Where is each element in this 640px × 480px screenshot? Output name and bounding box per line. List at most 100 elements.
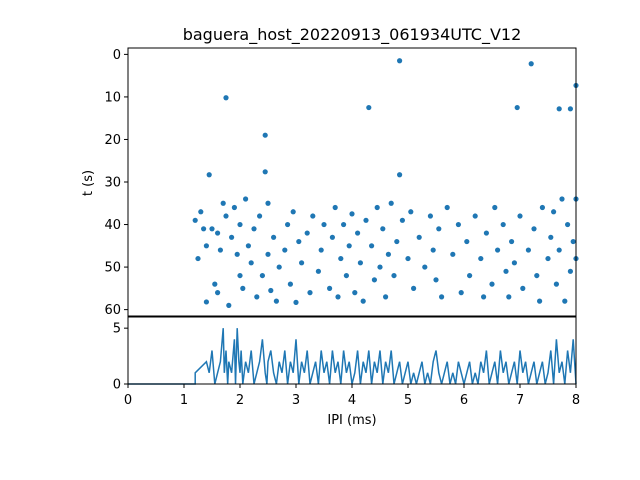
scatter-point (391, 272, 397, 279)
scatter-point (203, 243, 209, 249)
scatter-point (525, 247, 532, 253)
scatter-point (262, 132, 268, 138)
x-tick-label: 6 (460, 393, 468, 408)
scatter-point (231, 204, 237, 211)
scatter-point (276, 264, 282, 270)
scatter-point (343, 272, 349, 279)
scatter-point (215, 230, 221, 236)
scatter-point (385, 251, 391, 257)
scatter-point (397, 58, 403, 64)
scatter-point (511, 260, 517, 266)
scatter-point (212, 281, 218, 287)
scatter-point (366, 104, 372, 111)
scatter-point (495, 247, 501, 253)
scatter-point (567, 106, 574, 112)
scatter-point (394, 238, 400, 245)
x-tick-label: 5 (404, 393, 412, 408)
scatter-point (520, 285, 526, 291)
scatter-point (265, 200, 271, 206)
scatter-point (481, 294, 487, 300)
top-y-axis-label: t (s) (81, 170, 96, 196)
y-tick-label: 60 (104, 303, 121, 318)
x-axis-label: IPI (ms) (327, 413, 376, 428)
scatter-point (570, 238, 576, 245)
scatter-point (271, 234, 277, 240)
scatter-point (455, 221, 461, 228)
scatter-point (436, 226, 442, 232)
scatter-point (285, 221, 291, 228)
scatter-point (545, 255, 551, 262)
scatter-point (483, 230, 489, 236)
scatter-point (290, 209, 296, 215)
scatter-point (248, 260, 254, 266)
scatter-point (565, 221, 571, 228)
y-tick-label: 50 (104, 261, 121, 276)
scatter-point (321, 221, 327, 228)
scatter-point (259, 272, 265, 279)
scatter-point (397, 172, 403, 178)
scatter-point (562, 298, 568, 304)
scatter-point (332, 204, 338, 211)
bottom-x-ticks: 0 1 2 3 4 5 6 7 8 (124, 384, 580, 408)
scatter-point (304, 230, 310, 236)
scatter-points (192, 58, 579, 308)
scatter-point (551, 209, 557, 215)
scatter-point (254, 294, 260, 300)
chart-title: baguera_host_20220913_061934UTC_V12 (183, 25, 522, 45)
scatter-point (450, 251, 456, 257)
scatter-point (489, 281, 495, 287)
scatter-point (422, 264, 428, 270)
scatter-point (567, 268, 574, 274)
scatter-point (206, 172, 212, 178)
scatter-point (315, 268, 321, 274)
scatter-point (310, 213, 316, 219)
y-tick-label: 5 (113, 322, 121, 337)
scatter-point (268, 287, 274, 294)
scatter-point (257, 213, 263, 219)
y-tick-label: 0 (113, 378, 121, 393)
x-tick-label: 4 (348, 393, 356, 408)
scatter-point (380, 226, 386, 232)
scatter-point (262, 169, 268, 175)
scatter-point (430, 247, 436, 253)
scatter-point (251, 226, 257, 232)
scatter-point (341, 221, 347, 228)
scatter-point (349, 211, 355, 217)
y-tick-label: 30 (104, 176, 121, 191)
scatter-point (355, 230, 361, 236)
x-tick-label: 1 (180, 393, 188, 408)
bottom-y-ticks: 05 (113, 322, 128, 393)
scatter-point (198, 209, 204, 215)
y-tick-label: 10 (104, 90, 121, 105)
scatter-point (509, 238, 515, 245)
scatter-point (234, 251, 240, 257)
y-tick-label: 40 (104, 218, 121, 233)
scatter-panel: 0 10 20 30 40 50 60 (104, 47, 579, 318)
scatter-point (548, 234, 554, 240)
scatter-point (517, 213, 523, 219)
scatter-point (371, 277, 377, 283)
scatter-point (363, 217, 369, 223)
scatter-point (335, 294, 341, 300)
scatter-point (296, 238, 302, 245)
scatter-point (427, 213, 433, 219)
scatter-point (318, 247, 324, 253)
x-tick-label: 3 (292, 393, 300, 408)
scatter-point (243, 196, 249, 202)
scatter-point (539, 204, 546, 211)
scatter-point (528, 61, 534, 67)
scatter-point (416, 234, 422, 240)
scatter-point (478, 255, 484, 262)
scatter-point (559, 196, 565, 202)
scatter-point (514, 104, 520, 111)
x-tick-label: 8 (572, 393, 580, 408)
scatter-point (203, 299, 209, 305)
scatter-point (439, 294, 445, 300)
scatter-point (215, 290, 221, 296)
scatter-point (444, 204, 450, 211)
scatter-point (534, 272, 540, 279)
scatter-point (223, 213, 229, 219)
scatter-point (553, 281, 560, 287)
